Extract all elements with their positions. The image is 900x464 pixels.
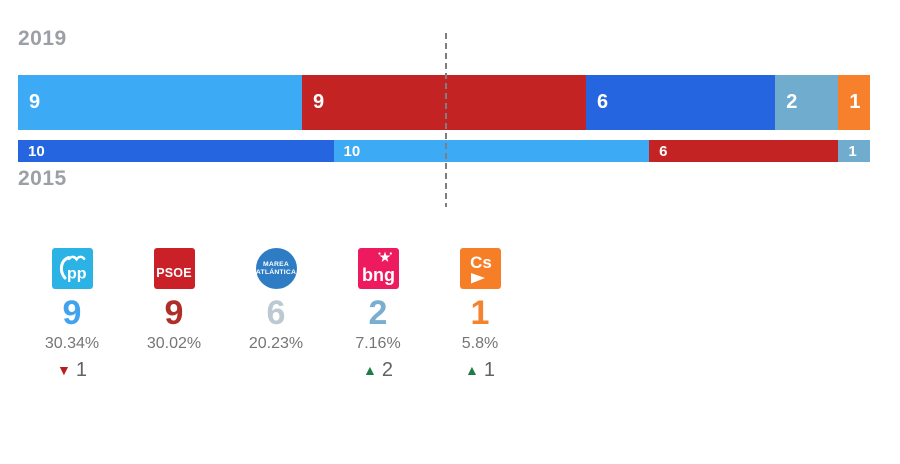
bar-2015-segment-marea[interactable]: 10 — [18, 140, 334, 162]
psoe-seat-count: 9 — [164, 294, 184, 332]
seats-bar-2019: 9 9 6 2 1 — [18, 75, 870, 130]
bng-change-value: 2 — [381, 358, 393, 381]
year-label-2015: 2015 — [18, 167, 67, 190]
majority-threshold-line — [445, 33, 447, 207]
bar-2019-segment-psoe[interactable]: 9 — [301, 75, 586, 130]
pp-change-value: 1 — [75, 358, 87, 381]
triangle-up-icon: ▲ — [465, 362, 479, 378]
marea-atlantica-logo-icon: MAREA ATLÁNTICA — [255, 248, 297, 289]
bar-2019-segment-cs[interactable]: 1 — [838, 75, 870, 130]
bar-2015-segment-pp[interactable]: 10 — [333, 140, 650, 162]
year-label-2019: 2019 — [18, 27, 67, 50]
segment-seat-count: 6 — [659, 142, 668, 160]
marea-change-indicator — [274, 359, 279, 381]
cs-vote-percent: 5.8% — [461, 335, 499, 352]
segment-seat-count: 2 — [786, 91, 798, 113]
marea-logo-label: MAREA ATLÁNTICA — [256, 261, 296, 276]
triangle-down-icon: ▼ — [57, 362, 71, 378]
cs-change-value: 1 — [483, 358, 495, 381]
bng-vote-percent: 7.16% — [355, 335, 401, 352]
triangle-up-icon: ▲ — [363, 362, 377, 378]
bar-2019-segment-marea[interactable]: 6 — [585, 75, 776, 130]
pp-vote-percent: 30.34% — [44, 335, 100, 352]
legend-party-cs: Cs 1 5.8% ▲ 1 — [429, 248, 531, 381]
svg-text:bng: bng — [362, 265, 395, 285]
marea-vote-percent: 20.23% — [248, 335, 304, 352]
bar-2019-segment-bng[interactable]: 2 — [775, 75, 839, 130]
pp-change-indicator: ▼ 1 — [57, 359, 87, 381]
cs-change-indicator: ▲ 1 — [465, 359, 495, 381]
svg-text:Cs: Cs — [470, 253, 492, 272]
svg-text:pp: pp — [67, 266, 87, 283]
segment-seat-count: 9 — [29, 91, 41, 113]
legend-party-bng: bng 2 7.16% ▲ 2 — [327, 248, 429, 381]
psoe-logo-icon: PSOE — [153, 248, 195, 289]
psoe-vote-percent: 30.02% — [146, 335, 202, 352]
marea-logo-line2: ATLÁNTICA — [255, 268, 297, 276]
cs-seat-count: 1 — [470, 294, 490, 332]
bng-seat-count: 2 — [368, 294, 388, 332]
legend-party-psoe: PSOE 9 30.02% — [123, 248, 225, 381]
legend-party-pp: pp 9 30.34% ▼ 1 — [21, 248, 123, 381]
segment-seat-count: 1 — [849, 91, 861, 113]
seats-bar-2015: 10 10 6 1 — [18, 140, 870, 162]
segment-seat-count: 6 — [596, 91, 609, 113]
psoe-change-indicator — [172, 359, 177, 381]
segment-seat-count: 9 — [312, 91, 325, 113]
legend-party-marea: MAREA ATLÁNTICA 6 20.23% — [225, 248, 327, 381]
marea-logo-line1: MAREA — [263, 261, 289, 268]
segment-seat-count: 10 — [343, 142, 361, 160]
bng-change-indicator: ▲ 2 — [363, 359, 393, 381]
bar-2015-segment-bng[interactable]: 1 — [838, 140, 870, 162]
pp-logo-icon: pp — [51, 248, 93, 289]
marea-seat-count: 6 — [266, 294, 286, 332]
psoe-logo-label: PSOE — [156, 266, 192, 280]
pp-seat-count: 9 — [62, 294, 82, 332]
party-legend: pp 9 30.34% ▼ 1 PSOE 9 30.02% — [21, 248, 531, 381]
segment-seat-count: 10 — [28, 142, 45, 160]
bar-2019-segment-pp[interactable]: 9 — [18, 75, 302, 130]
cs-logo-icon: Cs — [459, 248, 501, 289]
segment-seat-count: 1 — [848, 142, 857, 160]
bar-2015-segment-psoe[interactable]: 6 — [649, 140, 839, 162]
bng-logo-icon: bng — [357, 248, 399, 289]
